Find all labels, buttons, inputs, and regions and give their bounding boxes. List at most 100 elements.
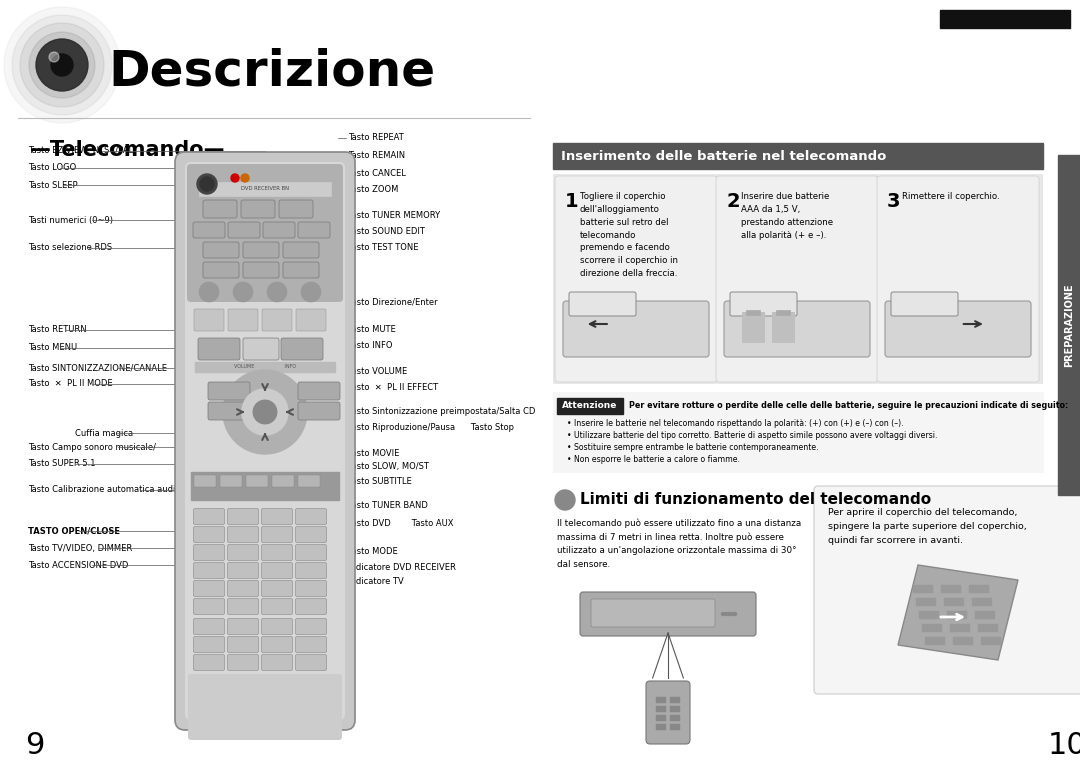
Text: Tasto ZOOM: Tasto ZOOM <box>348 185 399 195</box>
Bar <box>670 706 680 712</box>
Text: Tasto TUNER MEMORY: Tasto TUNER MEMORY <box>348 211 441 220</box>
Text: • Sostituire sempre entrambe le batterie contemporaneamente.: • Sostituire sempre entrambe le batterie… <box>567 443 819 452</box>
Text: 1: 1 <box>565 192 579 211</box>
FancyBboxPatch shape <box>296 309 326 331</box>
Text: • Non esporre le batterie a calore o fiamme.: • Non esporre le batterie a calore o fia… <box>567 456 740 465</box>
Bar <box>191 472 339 500</box>
FancyBboxPatch shape <box>228 636 258 652</box>
FancyBboxPatch shape <box>580 592 756 636</box>
FancyBboxPatch shape <box>175 152 355 730</box>
FancyBboxPatch shape <box>296 508 326 524</box>
Text: Tasto CANCEL: Tasto CANCEL <box>348 169 406 178</box>
Bar <box>919 611 939 619</box>
Bar <box>772 312 794 342</box>
Text: Tasto selezione RDS: Tasto selezione RDS <box>28 243 112 253</box>
FancyBboxPatch shape <box>296 619 326 635</box>
Bar <box>1058 155 1080 495</box>
FancyBboxPatch shape <box>203 242 239 258</box>
Circle shape <box>12 15 112 115</box>
Text: Tasto VOLUME: Tasto VOLUME <box>348 366 407 375</box>
Text: Tasto LOGO: Tasto LOGO <box>28 163 77 172</box>
Text: Tasti numerici (0~9): Tasti numerici (0~9) <box>28 215 113 224</box>
Bar <box>742 312 764 342</box>
Circle shape <box>242 389 288 435</box>
Text: Il telecomando può essere utilizzato fino a una distanza
massima di 7 metri in l: Il telecomando può essere utilizzato fin… <box>557 518 801 569</box>
Text: Tasto Direzione/Enter: Tasto Direzione/Enter <box>348 298 437 307</box>
FancyBboxPatch shape <box>261 619 293 635</box>
Bar <box>656 715 666 721</box>
Bar <box>953 637 973 645</box>
Text: Indicatore TV: Indicatore TV <box>348 578 404 587</box>
FancyBboxPatch shape <box>193 636 225 652</box>
FancyBboxPatch shape <box>193 619 225 635</box>
Text: 3: 3 <box>887 192 901 211</box>
Circle shape <box>231 174 239 182</box>
FancyBboxPatch shape <box>228 309 258 331</box>
Text: Tasto DVD        Tasto AUX: Tasto DVD Tasto AUX <box>348 520 454 529</box>
Text: Tasto REPEAT: Tasto REPEAT <box>348 134 404 143</box>
Text: Tasto TUNER BAND: Tasto TUNER BAND <box>348 501 428 510</box>
Circle shape <box>241 174 249 182</box>
FancyBboxPatch shape <box>203 262 239 278</box>
Text: Tasto INFO: Tasto INFO <box>348 340 392 349</box>
Text: Rimettere il coperchio.: Rimettere il coperchio. <box>902 192 1000 201</box>
FancyBboxPatch shape <box>261 562 293 578</box>
FancyBboxPatch shape <box>891 292 958 316</box>
FancyBboxPatch shape <box>193 222 225 238</box>
Text: 9: 9 <box>25 730 44 759</box>
FancyBboxPatch shape <box>243 338 279 360</box>
Text: Tasto Campo sonoro musicale/: Tasto Campo sonoro musicale/ <box>28 443 156 452</box>
Circle shape <box>721 613 725 616</box>
Bar <box>947 611 967 619</box>
Bar <box>981 637 1001 645</box>
Circle shape <box>200 177 214 191</box>
FancyBboxPatch shape <box>261 636 293 652</box>
Circle shape <box>51 54 73 76</box>
FancyBboxPatch shape <box>193 581 225 597</box>
Bar <box>195 362 335 372</box>
Bar <box>656 724 666 730</box>
Bar <box>950 624 970 632</box>
Text: Tasto  ✕  PL II EFFECT: Tasto ✕ PL II EFFECT <box>348 384 438 392</box>
Bar <box>924 637 945 645</box>
FancyBboxPatch shape <box>261 508 293 524</box>
Bar <box>670 697 680 703</box>
Text: Tasto REMAIN: Tasto REMAIN <box>348 152 405 160</box>
FancyBboxPatch shape <box>193 655 225 671</box>
Circle shape <box>49 52 59 62</box>
FancyBboxPatch shape <box>241 200 275 218</box>
FancyBboxPatch shape <box>243 262 279 278</box>
FancyBboxPatch shape <box>193 562 225 578</box>
Bar <box>944 598 964 606</box>
Circle shape <box>197 174 217 194</box>
Circle shape <box>199 282 219 302</box>
FancyBboxPatch shape <box>296 545 326 561</box>
Bar <box>777 310 789 315</box>
Bar <box>975 611 995 619</box>
Bar <box>972 598 993 606</box>
Text: Tasto EZ VIEW, NTSC/PAL: Tasto EZ VIEW, NTSC/PAL <box>28 146 133 156</box>
Text: Tasto SINTONIZZAZIONE/CANALE: Tasto SINTONIZZAZIONE/CANALE <box>28 363 167 372</box>
Bar <box>940 10 1070 28</box>
Text: Tasto MENU: Tasto MENU <box>28 343 77 353</box>
Circle shape <box>725 613 728 616</box>
FancyBboxPatch shape <box>198 338 240 360</box>
FancyBboxPatch shape <box>283 262 319 278</box>
FancyBboxPatch shape <box>716 176 878 382</box>
FancyBboxPatch shape <box>261 581 293 597</box>
FancyBboxPatch shape <box>555 176 717 382</box>
Text: Per aprire il coperchio del telecomando,
spingere la parte superiore del coperch: Per aprire il coperchio del telecomando,… <box>828 508 1027 545</box>
FancyBboxPatch shape <box>877 176 1039 382</box>
FancyBboxPatch shape <box>187 164 343 302</box>
Circle shape <box>733 613 737 616</box>
Text: Attenzione: Attenzione <box>563 401 618 410</box>
FancyBboxPatch shape <box>298 475 320 487</box>
Text: • Utilizzare batterie del tipo corretto. Batterie di aspetto simile possono aver: • Utilizzare batterie del tipo corretto.… <box>567 432 937 440</box>
Bar <box>978 624 998 632</box>
FancyBboxPatch shape <box>193 526 225 542</box>
FancyBboxPatch shape <box>261 526 293 542</box>
Text: DVD RECEIVER BN: DVD RECEIVER BN <box>241 186 289 192</box>
FancyBboxPatch shape <box>261 655 293 671</box>
FancyBboxPatch shape <box>261 598 293 614</box>
Bar <box>941 585 961 593</box>
